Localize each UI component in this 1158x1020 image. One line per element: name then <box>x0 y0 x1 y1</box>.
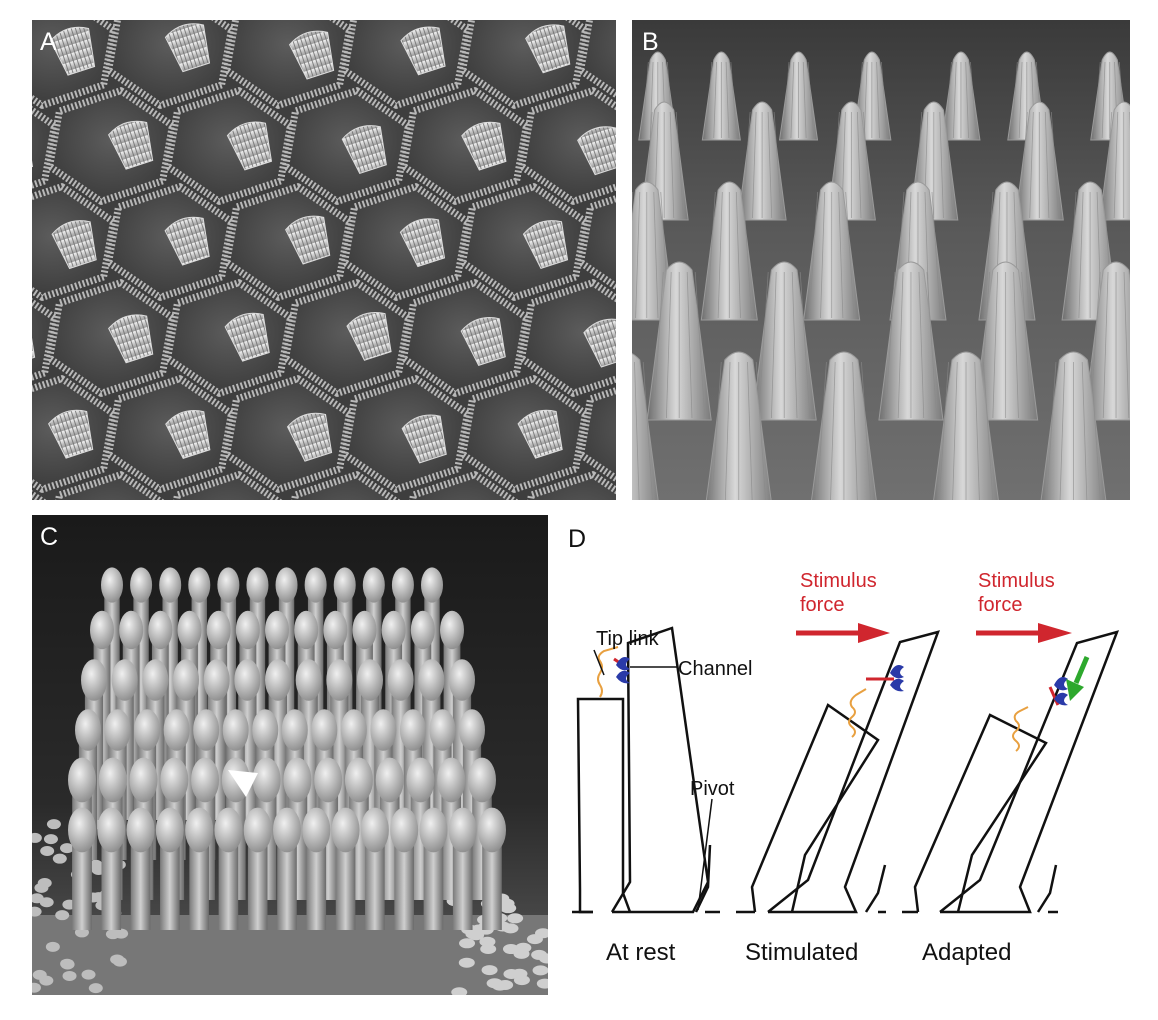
panel-label-d: D <box>568 525 586 553</box>
tip-link-spring <box>597 646 619 698</box>
channel-icon <box>616 657 630 671</box>
state-label-stimulated: Stimulated <box>745 939 858 966</box>
adaptation-arrow-icon <box>1066 679 1084 701</box>
panel-d-schematic: D Channel Tip link Pivot At rest <box>560 515 1158 995</box>
stimulus-label-2: Stimulus <box>978 570 1055 592</box>
state-label-at-rest: At rest <box>606 939 676 966</box>
gating-schematic: D Channel Tip link Pivot At rest <box>568 525 1120 966</box>
state-label-adapted: Adapted <box>922 939 1011 966</box>
state-at-rest: Channel Tip link Pivot At rest <box>572 626 753 966</box>
state-stimulated: Stimulus force Stimulated <box>736 570 940 966</box>
short-stereocilium <box>750 703 880 913</box>
panel-b-micrograph <box>632 20 1130 500</box>
panel-b-sem-image: B <box>632 20 1130 500</box>
panel-a-micrograph <box>32 20 616 500</box>
tall-stereocilium <box>767 630 940 914</box>
stimulus-arrow-icon <box>1038 623 1072 643</box>
panel-c-sem-image: C <box>32 515 548 995</box>
tall-stereocilium <box>610 626 710 914</box>
tall-stereocilium <box>939 630 1120 914</box>
pivot-label: Pivot <box>690 778 735 800</box>
stimulus-label-2b: force <box>978 594 1022 616</box>
stimulus-label-1b: force <box>800 594 844 616</box>
panel-label-a: A <box>40 28 57 56</box>
hair-bundles <box>32 23 616 464</box>
state-adapted: Stimulus force Adapted <box>902 570 1120 966</box>
tip-link-label: Tip link <box>596 628 660 650</box>
stereocilia <box>68 567 506 930</box>
tip-link-spring <box>848 688 867 738</box>
panel-label-c: C <box>40 523 59 551</box>
stimulus-arrow-icon <box>858 623 890 643</box>
cell-boundary-mosaic <box>32 20 616 500</box>
arrowhead-marker-icon <box>228 770 258 797</box>
panel-a-sem-image: A <box>32 20 616 500</box>
hair-bundles-oblique <box>632 51 1130 500</box>
channel-icon <box>1054 677 1068 691</box>
short-stereocilium <box>576 697 632 914</box>
panel-c-micrograph <box>32 515 548 995</box>
stimulus-label-1: Stimulus <box>800 570 877 592</box>
channel-label: Channel <box>678 658 753 680</box>
short-stereocilium <box>913 713 1048 913</box>
tip-link-spring <box>1012 706 1029 752</box>
panel-label-b: B <box>642 28 659 56</box>
channel-icon <box>890 665 904 679</box>
